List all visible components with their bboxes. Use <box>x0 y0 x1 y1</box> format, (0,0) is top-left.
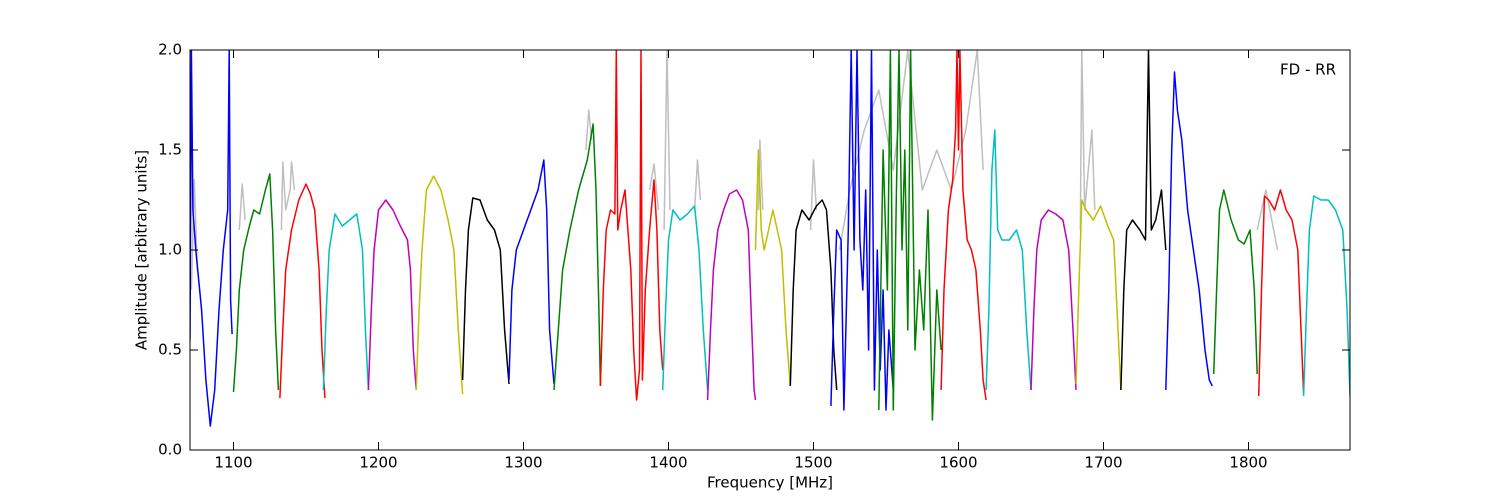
series-line <box>599 50 664 401</box>
series-line <box>461 197 510 385</box>
x-tick-label: 1800 <box>1229 454 1267 472</box>
y-axis-label: Amplitude [arbitrary units] <box>133 150 151 350</box>
annotation: FD - RR <box>1280 61 1336 79</box>
x-tick-label: 1400 <box>649 454 687 472</box>
series-line <box>878 50 942 421</box>
series-line <box>1120 50 1167 391</box>
series-line <box>1030 209 1077 391</box>
series-line <box>706 189 757 401</box>
x-tick-label: 1500 <box>794 454 832 472</box>
x-tick-label: 1200 <box>359 454 397 472</box>
series-line <box>553 123 602 391</box>
y-tick-label: 0.0 <box>158 441 182 459</box>
y-tick-label: 2.0 <box>158 41 182 59</box>
x-tick-label: 1100 <box>214 454 252 472</box>
series-line <box>985 129 1032 391</box>
series-line <box>1075 199 1122 391</box>
series-line <box>279 183 326 399</box>
series-line <box>232 173 280 393</box>
series-line <box>322 213 370 391</box>
y-tick-label: 0.5 <box>158 341 182 359</box>
series-line <box>415 175 464 395</box>
y-tick-label: 1.5 <box>158 141 182 159</box>
series-line <box>661 205 709 391</box>
y-tick-label: 1.0 <box>158 241 182 259</box>
x-tick-label: 1700 <box>1084 454 1122 472</box>
series-line <box>1212 189 1258 375</box>
series-line <box>508 159 555 385</box>
x-tick-label: 1300 <box>504 454 542 472</box>
x-axis-label: Frequency [MHz] <box>707 474 833 492</box>
series-line <box>190 50 233 427</box>
series-line <box>940 50 987 401</box>
x-tick-label: 1600 <box>939 454 977 472</box>
series-line <box>830 50 895 411</box>
series-line <box>1165 71 1213 391</box>
series-line <box>1257 189 1305 397</box>
series-line <box>1302 195 1350 397</box>
series-line <box>754 149 792 387</box>
series-line <box>190 50 1279 291</box>
series-line <box>367 199 417 391</box>
series-line <box>789 199 838 391</box>
